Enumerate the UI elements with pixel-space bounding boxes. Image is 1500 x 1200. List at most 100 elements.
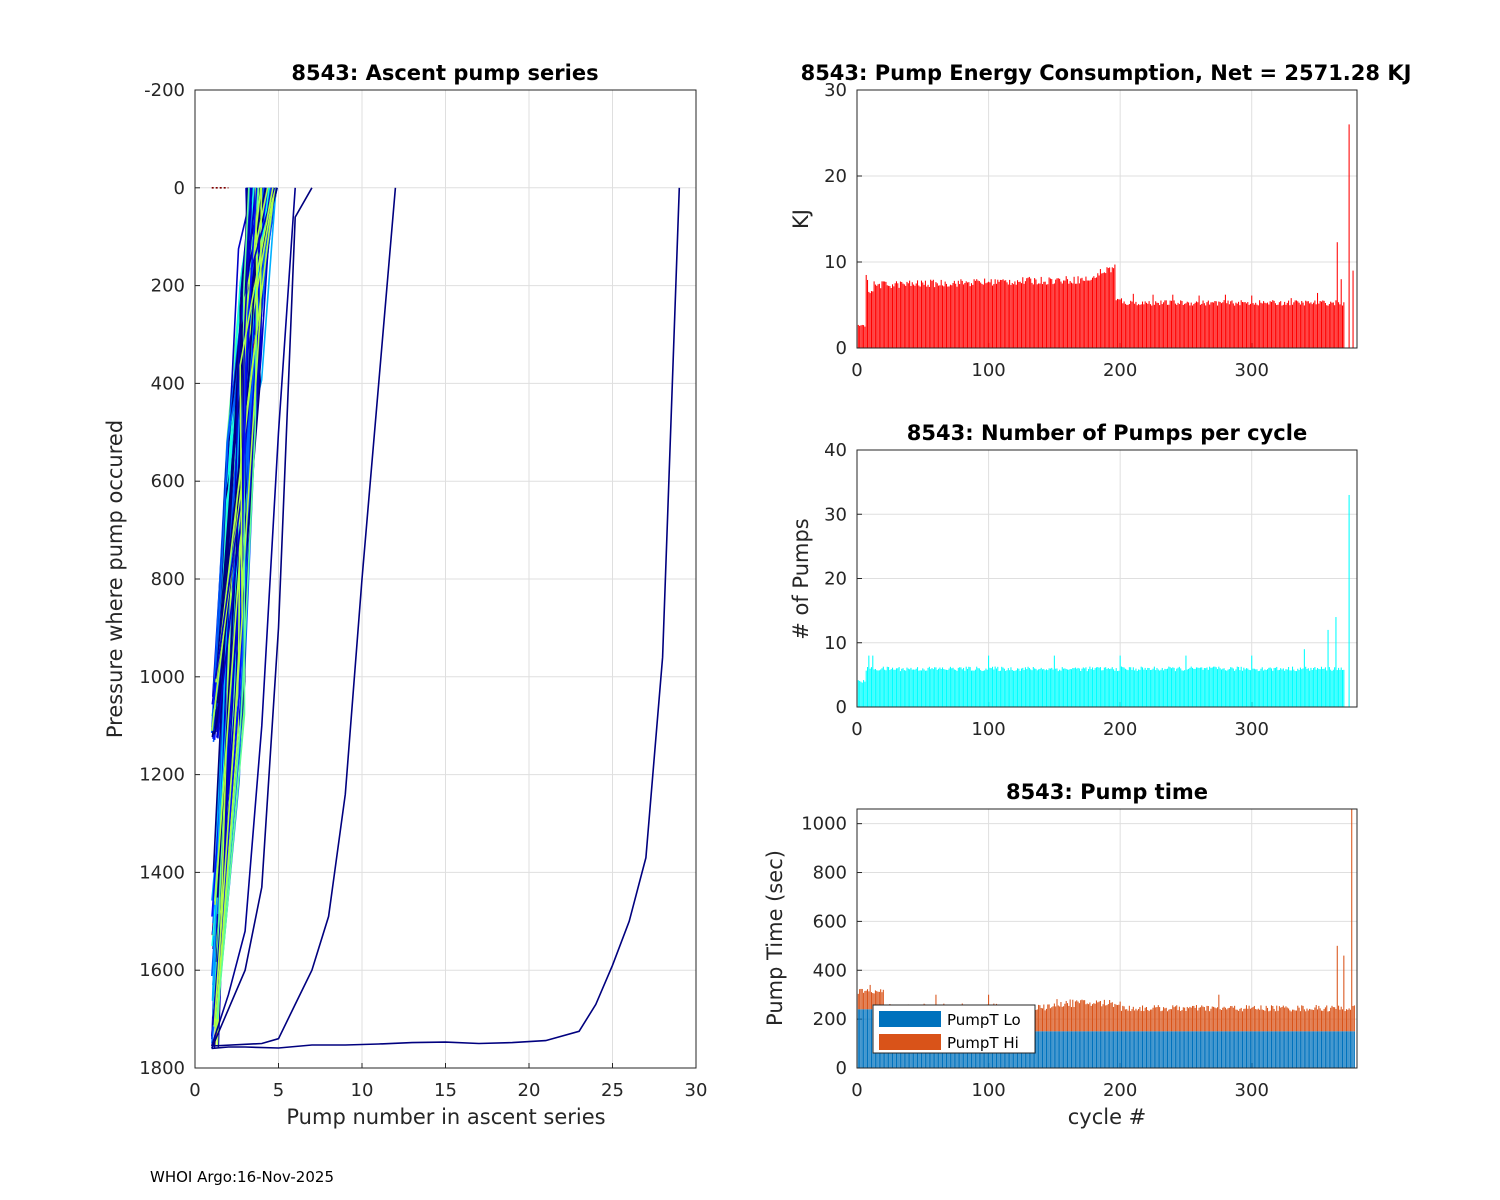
energy-bar (1030, 278, 1032, 348)
pumps-bar (1142, 667, 1144, 707)
pumptime-bar-hi (1278, 1006, 1280, 1032)
pumps-bar (1138, 669, 1140, 707)
pumptime-bar-hi (1092, 1004, 1094, 1032)
pumptime-bar-lo (1180, 1031, 1182, 1068)
pumps-bar (1326, 670, 1328, 707)
pumptime-bar-hi (1232, 1007, 1234, 1032)
energy-bar (990, 279, 992, 348)
pumptime-bar-lo (1102, 1031, 1104, 1068)
pumps-bar (1215, 667, 1217, 707)
energy-bar (881, 281, 883, 348)
pumps-bar (1032, 666, 1034, 707)
energy-bar (1313, 302, 1315, 348)
energy-bar (1069, 281, 1071, 348)
pumptime-bar-lo (1189, 1031, 1191, 1068)
pumptime-bar-hi (1326, 1005, 1328, 1032)
energy-bar (1317, 292, 1319, 348)
energy-bar (1015, 284, 1017, 348)
pumptime-bar-lo (1081, 1031, 1083, 1068)
pumps-bar (1057, 671, 1059, 707)
pumps-bar (1190, 666, 1192, 707)
energy-bar (1176, 304, 1178, 348)
energy-bar (1248, 304, 1250, 348)
pumptime-bar-lo (1176, 1031, 1178, 1068)
pumps-bar (1110, 668, 1112, 707)
pumps-bar (965, 666, 967, 707)
energy-bar (1217, 305, 1219, 348)
energy-bar (1168, 304, 1170, 348)
pumptime-bar-hi (1044, 1010, 1046, 1032)
pumptime-bar-lo (1110, 1031, 1112, 1068)
pumptime-bar-lo (1074, 1031, 1076, 1068)
pumptime-bar-lo (1055, 1031, 1057, 1068)
energy-bar (1082, 280, 1084, 348)
energy-bar (1273, 300, 1275, 348)
pumptime-bar-hi (1152, 1007, 1154, 1032)
energy-bar (978, 281, 980, 348)
energy-bar (920, 280, 922, 348)
pumptime-bar-lo (1167, 1031, 1169, 1068)
pumptime-bar-hi (1136, 1010, 1138, 1032)
energy-bar (1005, 280, 1007, 348)
pumps-bar (893, 669, 895, 707)
pumps-bar (993, 669, 995, 707)
pumps-bar (1164, 668, 1166, 707)
energy-bar (1228, 304, 1230, 348)
pumptime-title: 8543: Pump time (1006, 780, 1208, 804)
energy-bar (1140, 304, 1142, 348)
pumps-bar (1111, 667, 1113, 707)
pumps-bar (906, 667, 908, 707)
energy-bar (892, 284, 894, 348)
energy-bar (1003, 280, 1005, 348)
pumptime-bar-hi (1174, 1006, 1176, 1032)
pumptime-bar-hi (1263, 1010, 1265, 1032)
pumps-bar (1174, 671, 1176, 707)
pumptime-bar-hi (1245, 1005, 1247, 1032)
pumps-bar (1077, 667, 1079, 707)
energy-bar (1184, 303, 1186, 348)
energy-bar (1139, 304, 1141, 348)
pumptime-bar-hi (1340, 1006, 1342, 1032)
pumptime-bar-lo (1328, 1031, 1330, 1068)
x-tick-label: 300 (1235, 719, 1269, 740)
energy-bar (1299, 304, 1301, 348)
pumps-bar (1067, 669, 1069, 707)
pumptime-bar-lo (1330, 1031, 1332, 1068)
pumps-bar (1007, 668, 1009, 707)
pumptime-bar-lo (1326, 1031, 1328, 1068)
energy-bar (911, 282, 913, 348)
x-tick-label: 0 (851, 360, 862, 381)
pumptime-bar-hi (1105, 1005, 1107, 1032)
energy-bar (1135, 301, 1137, 348)
energy-bar (1076, 283, 1078, 348)
pumps-bar (1089, 666, 1091, 707)
pumptime-bar-hi (1299, 1011, 1301, 1032)
pumptime-bar-hi (1160, 1011, 1162, 1032)
pumptime-bar-lo (1101, 1031, 1103, 1068)
pumps-bar (1134, 670, 1136, 707)
energy-bar (1303, 305, 1305, 348)
pumps-bar (1109, 669, 1111, 707)
energy-bar (955, 283, 957, 348)
pumptime-bar-lo (1327, 1031, 1329, 1068)
pumptime-bar-hi (1060, 1002, 1062, 1032)
energy-bar (1022, 277, 1024, 348)
energy-bar (903, 284, 905, 348)
pumptime-bar-lo (1190, 1031, 1192, 1068)
pumps-bar (881, 668, 883, 707)
energy-bar (1264, 302, 1266, 348)
pumptime-bar-hi (1223, 1006, 1225, 1032)
energy-bar (1336, 242, 1338, 348)
pumptime-bar-hi (1193, 1005, 1195, 1032)
pumptime-bar-hi (1127, 1010, 1129, 1032)
pumptime-bar-hi (1195, 1005, 1197, 1032)
footer-stamp: WHOI Argo:16-Nov-2025 (150, 1168, 334, 1186)
pumptime-bar-lo (1061, 1031, 1063, 1068)
pumptime-bar-lo (1106, 1031, 1108, 1068)
pumptime-bar-hi (1280, 1007, 1282, 1032)
energy-bar (1227, 300, 1229, 348)
pumps-bar (968, 666, 970, 707)
pumptime-bar-lo (1295, 1031, 1297, 1068)
energy-bar (924, 280, 926, 348)
energy-bar (1285, 304, 1287, 348)
